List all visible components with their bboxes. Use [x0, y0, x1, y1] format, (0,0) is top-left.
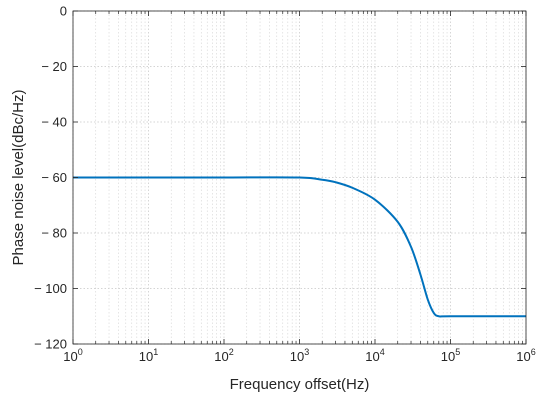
x-tick-label: 105 — [441, 347, 460, 364]
x-tick-label: 106 — [516, 347, 535, 364]
y-tick-label: − 100 — [34, 281, 67, 296]
y-tick-label: − 60 — [41, 170, 67, 185]
x-tick-label: 104 — [365, 347, 384, 364]
y-axis-label: Phase noise level(dBc/Hz) — [10, 90, 27, 266]
axis-ticks — [72, 10, 527, 345]
y-tick-label: − 120 — [34, 337, 67, 352]
x-tick-label: 103 — [290, 347, 309, 364]
y-tick-label: 0 — [60, 4, 67, 19]
y-tick-label: − 40 — [41, 115, 67, 130]
x-tick-labels: 100 101 102 103 104 105 106 — [63, 347, 535, 364]
x-tick-label: 101 — [139, 347, 158, 364]
x-tick-label: 100 — [63, 347, 82, 364]
y-tick-labels: 0 − 20 − 40 − 60 − 80 − 100 − 120 — [34, 4, 67, 352]
x-axis-label: Frequency offset(Hz) — [230, 376, 370, 393]
series-line — [73, 176, 526, 318]
x-tick-label: 102 — [214, 347, 233, 364]
grid — [72, 10, 527, 345]
y-tick-label: − 20 — [41, 59, 67, 74]
y-tick-label: − 80 — [41, 226, 67, 241]
